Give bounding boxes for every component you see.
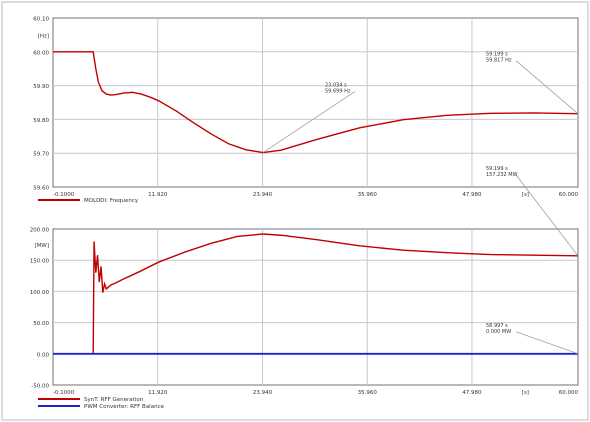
legend-label: SynT: RFF Generation	[84, 397, 144, 403]
y-tick-label: 59.70	[33, 152, 49, 158]
y-tick-label: 59.90	[33, 84, 49, 90]
x-tick-label: 35.960	[358, 390, 378, 396]
y-tick-label: -50.00	[31, 384, 49, 390]
legend-label: PWM Converter: RFF Balance	[84, 404, 165, 410]
legend-label: MOLODI: Frequency	[84, 198, 139, 204]
annotation-text: 59.199 s	[486, 166, 508, 172]
x-tick-label: 60.000	[559, 390, 579, 396]
annotation-text: 0.000 MW	[486, 329, 511, 335]
power-panel: 200.00 [MW] 150.00 100.00 50.00 0.00 -50.00 -0.…	[30, 166, 579, 410]
y-tick-label: 50.00	[33, 321, 49, 327]
x-tick-label: 60.000	[559, 192, 579, 198]
annotation-text: 58.997 s	[486, 323, 508, 329]
y-tick-label: [Hz]	[38, 33, 49, 39]
y-tick-label: 59.60	[33, 186, 49, 192]
y-tick-label: 0.00	[37, 352, 50, 358]
annotation-leader	[262, 91, 356, 153]
annotation-text: 59.699 Hz	[325, 89, 351, 95]
x-tick-label: [s]	[522, 192, 529, 198]
series-line	[53, 233, 579, 355]
annotation-text: 59.199 s	[486, 52, 508, 58]
x-tick-label: 23.940	[253, 390, 273, 396]
x-tick-label: 11.920	[148, 390, 168, 396]
y-tick-label: 60.10	[33, 17, 49, 23]
frequency-panel: 60.10 [Hz] 60.00 59.90 59.80 59.70 59.60 -0.100…	[33, 17, 579, 204]
x-tick-label: -0.1000	[53, 192, 75, 198]
y-tick-label: 100.00	[30, 290, 50, 296]
y-tick-label: 59.80	[33, 118, 49, 124]
y-tick-label: 60.00	[33, 50, 49, 56]
x-tick-label: 47.980	[462, 390, 482, 396]
x-tick-label: -0.1000	[53, 390, 75, 396]
annotation-leader	[515, 331, 579, 355]
y-tick-label: [MW]	[35, 243, 49, 249]
x-tick-label: 23.940	[253, 192, 273, 198]
x-tick-label: 35.960	[358, 192, 378, 198]
annotation-text: 23.034 s	[325, 83, 347, 89]
plot-area	[52, 17, 579, 188]
y-tick-label: 150.00	[30, 259, 50, 265]
x-tick-label: 47.980	[462, 192, 482, 198]
annotation-text: 59.817 Hz	[486, 58, 512, 64]
plot-area	[52, 228, 579, 386]
series-line	[53, 51, 579, 154]
x-tick-label: 11.920	[148, 192, 168, 198]
annotation-text: 157.232 MW	[486, 172, 518, 178]
annotation-leader	[515, 174, 579, 257]
y-tick-label: 200.00	[30, 228, 50, 234]
x-tick-label: [s]	[522, 390, 529, 396]
annotation-leader	[515, 60, 579, 114]
